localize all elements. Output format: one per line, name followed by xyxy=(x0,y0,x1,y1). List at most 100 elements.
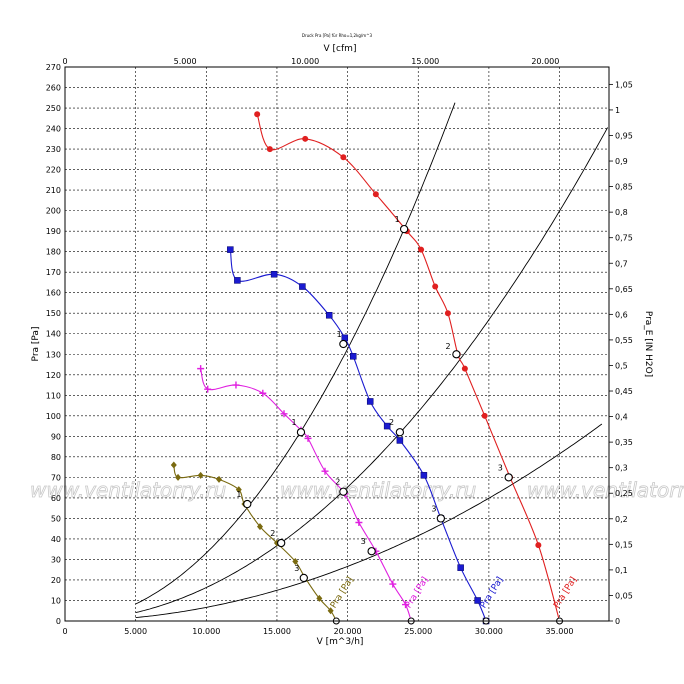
y2-tick-label: 0,3 xyxy=(615,464,628,473)
data-point xyxy=(175,473,182,481)
data-point xyxy=(402,601,410,609)
operating-point-label: 1 xyxy=(236,490,241,499)
data-point xyxy=(321,467,329,475)
data-point xyxy=(327,607,334,615)
data-point xyxy=(389,580,397,588)
series-line xyxy=(229,249,487,622)
y2-tick-label: 0,8 xyxy=(615,208,628,217)
data-point xyxy=(302,135,309,142)
x-tick-label: 25.000 xyxy=(404,627,432,636)
y2-tick-label: 0,1 xyxy=(615,566,628,575)
operating-point-label: 1 xyxy=(291,418,296,427)
operating-point-label: 3 xyxy=(294,564,299,573)
y2-tick-label: 0,15 xyxy=(615,540,633,549)
grid xyxy=(65,66,609,621)
data-point xyxy=(418,246,425,253)
operating-point xyxy=(436,514,446,523)
x-tick-label: 5.000 xyxy=(124,627,147,636)
y2-tick-label: 0 xyxy=(615,617,620,626)
data-point xyxy=(420,472,428,479)
y-tick-label: 170 xyxy=(46,268,61,277)
y-tick-label: 260 xyxy=(46,84,61,93)
data-point xyxy=(396,437,404,444)
x2-tick-label: 10.000 xyxy=(291,57,319,66)
y-tick-label: 100 xyxy=(46,412,61,421)
x-tick-label: 35.000 xyxy=(546,627,574,636)
data-point xyxy=(204,385,212,393)
data-point xyxy=(254,111,261,118)
operating-point xyxy=(339,487,348,496)
operating-point xyxy=(367,547,376,556)
data-point xyxy=(355,519,363,527)
operating-point-label: 2 xyxy=(445,342,450,351)
y2-tick-label: 1,05 xyxy=(615,80,633,89)
operating-point xyxy=(243,499,252,509)
operating-point-label: 1 xyxy=(337,330,342,339)
data-point xyxy=(474,597,481,604)
operating-point xyxy=(339,339,348,349)
operating-point xyxy=(277,538,286,548)
y-tick-label: 60 xyxy=(51,494,61,503)
operating-point-label: 2 xyxy=(389,418,394,427)
y-tick-label: 10 xyxy=(51,596,61,605)
data-point xyxy=(457,564,464,571)
y-tick-label: 70 xyxy=(51,473,61,482)
x2-axis-label: V [cfm] xyxy=(324,44,357,54)
y-tick-label: 0 xyxy=(56,617,61,626)
operating-point-label: 1 xyxy=(395,215,400,224)
y-tick-label: 210 xyxy=(46,186,61,195)
y2-tick-label: 0,85 xyxy=(615,183,633,192)
y2-tick-label: 0,5 xyxy=(615,361,628,370)
data-point xyxy=(235,486,242,494)
plot-frame xyxy=(64,66,610,622)
curve-label: Pra [Pa] xyxy=(479,575,506,610)
y-tick-label: 250 xyxy=(46,104,61,113)
y2-tick-label: 0,65 xyxy=(615,285,633,294)
y-tick-label: 190 xyxy=(46,227,61,236)
y-tick-label: 120 xyxy=(46,371,61,380)
y-tick-label: 90 xyxy=(51,432,61,441)
system-curve xyxy=(135,423,603,619)
x-tick-label: 15.000 xyxy=(263,627,291,636)
y2-tick-label: 0,9 xyxy=(615,157,628,166)
data-point xyxy=(444,310,451,317)
data-point xyxy=(292,557,299,565)
y2-tick-label: 0,55 xyxy=(615,336,633,345)
data-point xyxy=(170,461,177,469)
y2-tick-label: 0,7 xyxy=(615,259,628,268)
x2-tick-label: 20.000 xyxy=(531,57,559,66)
y2-tick-label: 0,2 xyxy=(615,515,628,524)
y2-tick-label: 0,4 xyxy=(615,413,628,422)
data-point xyxy=(216,475,223,483)
y2-tick-label: 1 xyxy=(615,106,620,115)
y2-tick-label: 0,6 xyxy=(615,310,628,319)
x-tick-label: 10.000 xyxy=(192,627,220,636)
y-tick-label: 110 xyxy=(46,391,61,400)
y-tick-label: 240 xyxy=(46,125,61,134)
data-point xyxy=(461,365,468,372)
y-tick-label: 40 xyxy=(51,535,61,544)
y-tick-label: 270 xyxy=(46,63,61,72)
operating-point xyxy=(399,224,409,234)
x2-tick-label: 5.000 xyxy=(174,57,197,66)
data-point xyxy=(299,283,306,290)
data-point xyxy=(270,270,278,278)
y-tick-label: 80 xyxy=(51,453,61,462)
operating-point-label: 2 xyxy=(270,529,275,538)
system-curve xyxy=(135,102,456,605)
x2-tick-label: 15.000 xyxy=(411,57,439,66)
data-point xyxy=(325,312,333,319)
data-point xyxy=(316,594,323,602)
operating-point-label: 2 xyxy=(335,478,340,487)
watermark-text: www.ventilatorry.ru xyxy=(527,478,684,502)
data-point xyxy=(481,412,488,419)
x-tick-label: 0 xyxy=(62,627,67,636)
y2-tick-label: 0,35 xyxy=(615,438,633,447)
operating-point xyxy=(395,428,405,437)
system-curves xyxy=(135,102,608,619)
y-tick-label: 160 xyxy=(46,289,61,298)
data-point xyxy=(304,434,312,442)
data-point xyxy=(383,422,391,430)
y-tick-label: 50 xyxy=(51,514,61,523)
y-tick-label: 30 xyxy=(51,555,61,564)
